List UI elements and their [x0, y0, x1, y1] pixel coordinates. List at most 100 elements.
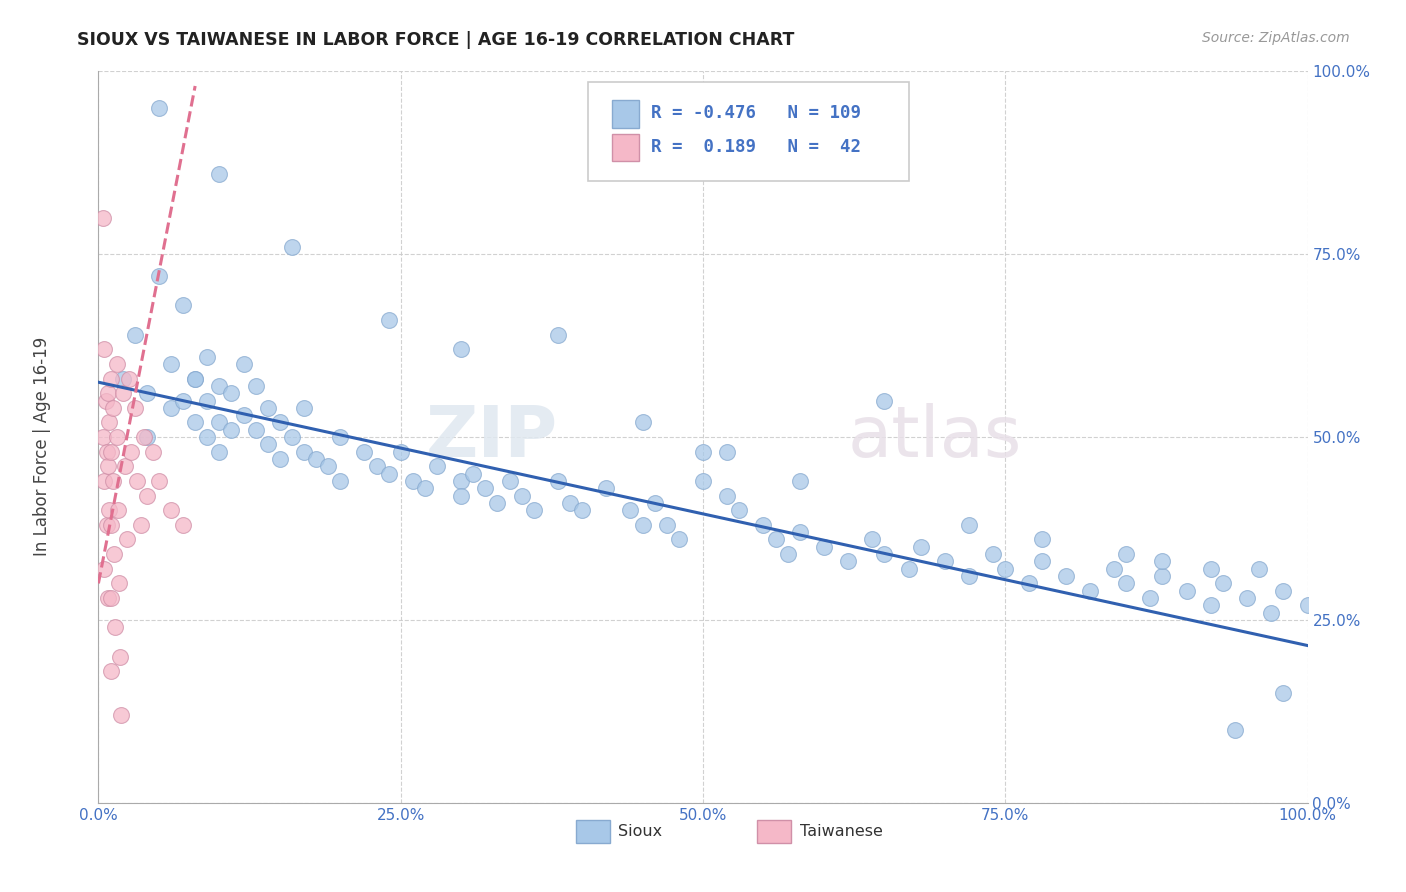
- Point: [813, 540, 835, 554]
- Point: [108, 576, 131, 591]
- Point: [172, 393, 194, 408]
- Point: [245, 379, 267, 393]
- Point: [117, 533, 139, 547]
- Point: [172, 517, 194, 532]
- Point: [1199, 562, 1222, 576]
- Text: atlas: atlas: [848, 402, 1022, 472]
- Point: [426, 459, 449, 474]
- Point: [184, 416, 207, 430]
- Point: [377, 467, 399, 481]
- Point: [245, 423, 267, 437]
- Point: [148, 101, 170, 115]
- Point: [305, 452, 328, 467]
- Point: [124, 327, 146, 342]
- Point: [292, 401, 315, 415]
- Point: [104, 620, 127, 634]
- Point: [292, 444, 315, 458]
- Point: [523, 503, 546, 517]
- Point: [160, 503, 183, 517]
- Point: [1152, 554, 1174, 568]
- Point: [208, 167, 231, 181]
- Point: [100, 664, 122, 678]
- Text: R =  0.189   N =  42: R = 0.189 N = 42: [651, 137, 860, 156]
- Point: [716, 489, 738, 503]
- FancyBboxPatch shape: [576, 820, 610, 843]
- Point: [96, 444, 118, 458]
- Point: [1031, 533, 1053, 547]
- Point: [195, 393, 218, 408]
- Point: [571, 503, 593, 517]
- Point: [1018, 576, 1040, 591]
- Point: [105, 357, 128, 371]
- Point: [195, 350, 218, 364]
- Point: [208, 379, 231, 393]
- FancyBboxPatch shape: [613, 134, 638, 161]
- Point: [142, 444, 165, 458]
- Point: [934, 554, 956, 568]
- Point: [450, 343, 472, 357]
- Point: [474, 481, 496, 495]
- Point: [994, 562, 1017, 576]
- Point: [105, 430, 128, 444]
- Text: ZIP: ZIP: [426, 402, 558, 472]
- Point: [208, 444, 231, 458]
- Point: [389, 444, 412, 458]
- Point: [655, 517, 678, 532]
- Point: [765, 533, 787, 547]
- Point: [101, 474, 124, 488]
- Point: [135, 430, 157, 444]
- Point: [1199, 599, 1222, 613]
- Point: [1236, 591, 1258, 605]
- Point: [1272, 686, 1295, 700]
- Point: [100, 591, 122, 605]
- Point: [789, 525, 811, 540]
- Point: [366, 459, 388, 474]
- Point: [94, 393, 117, 408]
- Point: [127, 474, 149, 488]
- Point: [316, 459, 339, 474]
- Point: [100, 517, 122, 532]
- Point: [1223, 723, 1246, 737]
- Point: [281, 240, 304, 254]
- Point: [450, 474, 472, 488]
- FancyBboxPatch shape: [588, 82, 908, 181]
- Point: [256, 401, 278, 415]
- Text: In Labor Force | Age 16-19: In Labor Force | Age 16-19: [34, 336, 51, 556]
- Point: [111, 371, 134, 385]
- Point: [692, 444, 714, 458]
- FancyBboxPatch shape: [613, 100, 638, 128]
- Point: [631, 517, 654, 532]
- Point: [873, 393, 896, 408]
- Point: [1296, 599, 1319, 613]
- Point: [353, 444, 375, 458]
- Point: [558, 496, 581, 510]
- Point: [463, 467, 485, 481]
- Point: [160, 401, 183, 415]
- Point: [195, 430, 218, 444]
- Point: [148, 269, 170, 284]
- Point: [221, 386, 243, 401]
- Point: [619, 503, 641, 517]
- Point: [108, 649, 131, 664]
- Point: [329, 430, 352, 444]
- Point: [728, 503, 751, 517]
- Point: [957, 517, 980, 532]
- Point: [644, 496, 666, 510]
- Point: [837, 554, 859, 568]
- Point: [101, 401, 124, 415]
- Point: [256, 437, 278, 451]
- Point: [93, 562, 115, 576]
- Point: [110, 708, 132, 723]
- Point: [91, 430, 114, 444]
- Point: [595, 481, 617, 495]
- Point: [377, 313, 399, 327]
- Point: [281, 430, 304, 444]
- Point: [124, 401, 146, 415]
- Point: [103, 547, 125, 561]
- Point: [184, 371, 207, 385]
- Point: [510, 489, 533, 503]
- Point: [232, 357, 254, 371]
- Point: [860, 533, 883, 547]
- Point: [221, 423, 243, 437]
- Point: [135, 489, 157, 503]
